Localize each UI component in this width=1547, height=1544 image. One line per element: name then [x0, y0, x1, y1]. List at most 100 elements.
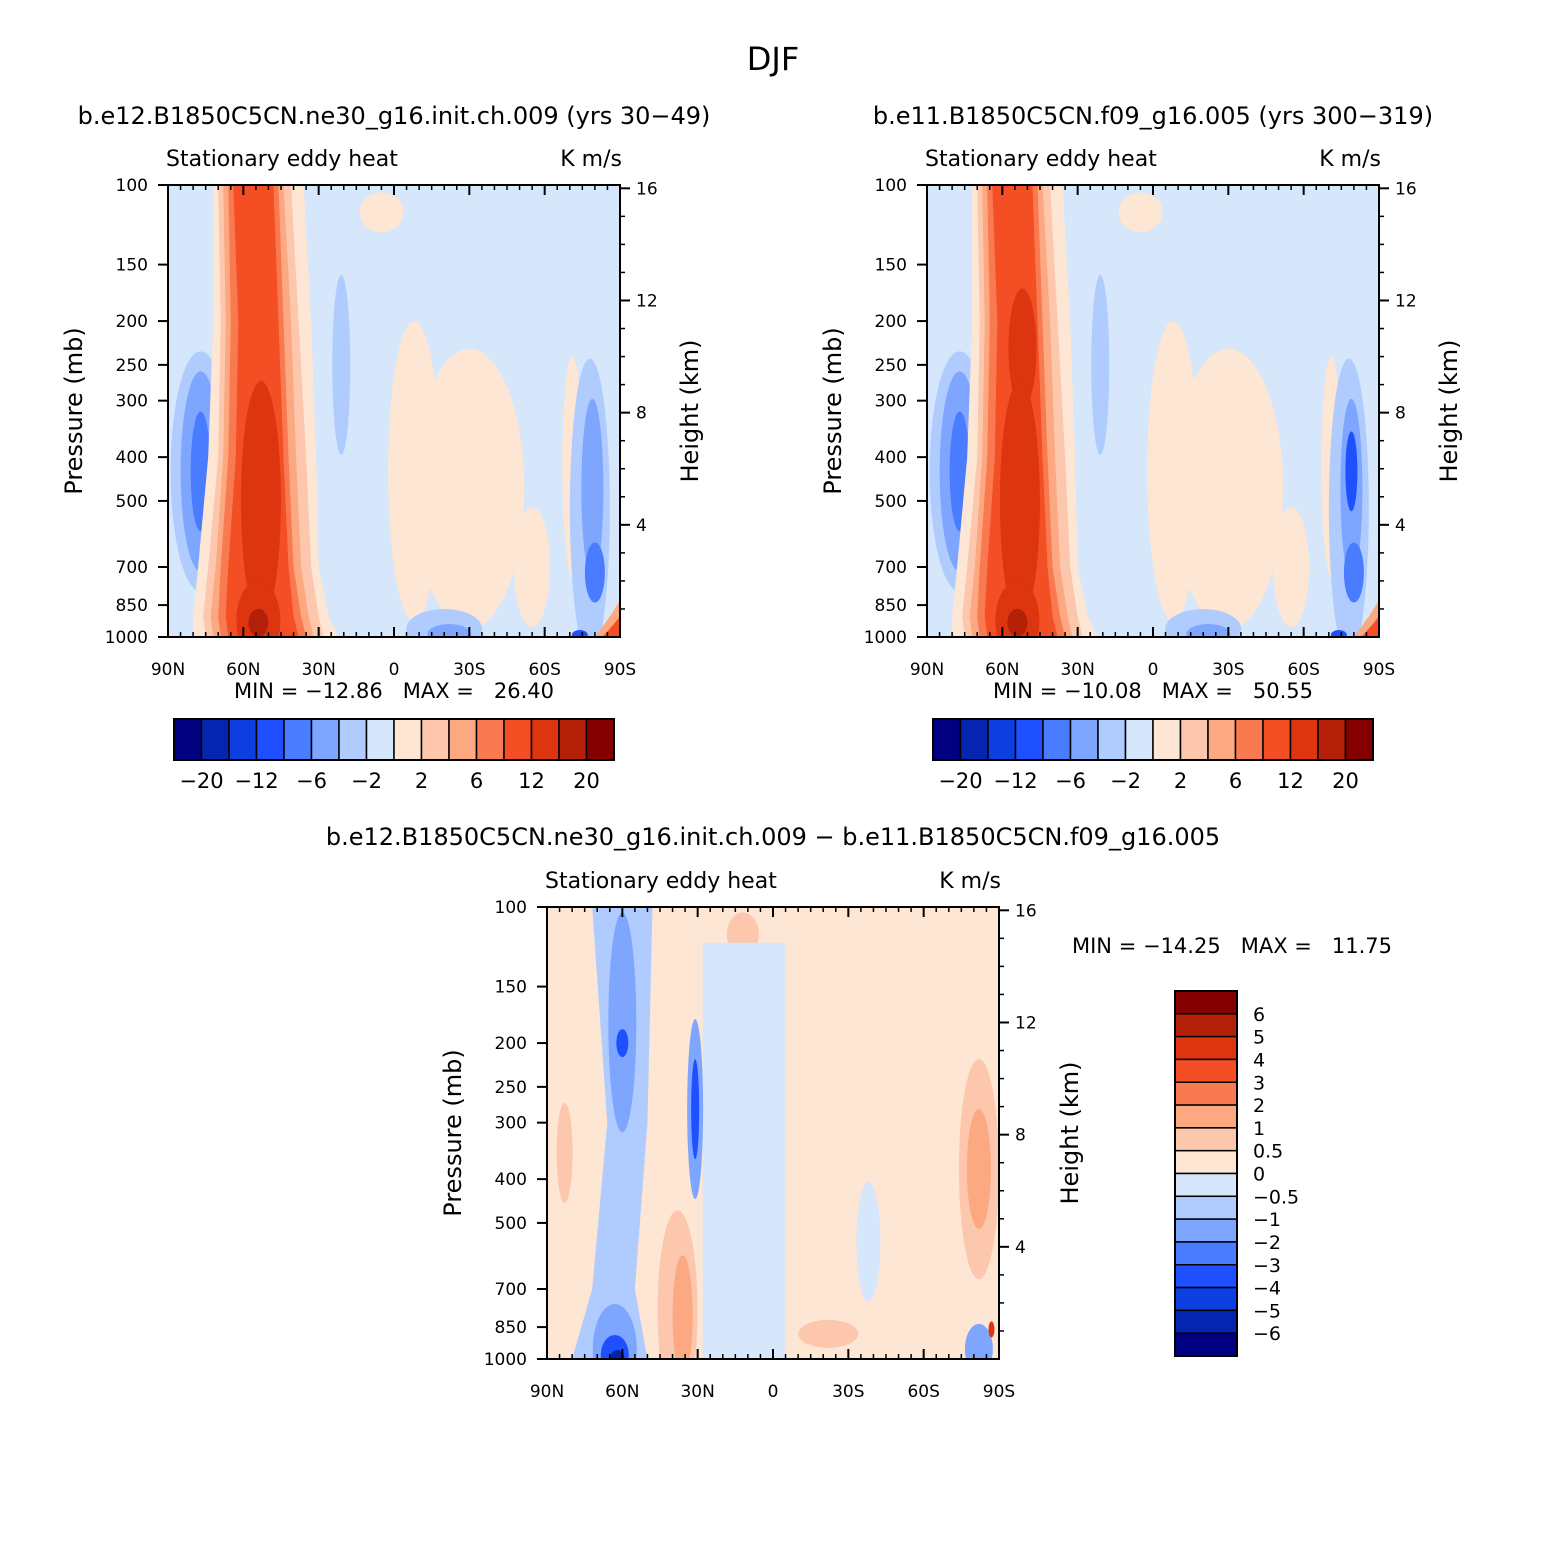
colorbar: −20 −12 −6 −2 2 6 12 20 [932, 718, 1374, 793]
colorbar-label: −0.5 [1253, 1186, 1299, 1208]
colorbar-swatch [1289, 718, 1319, 761]
colorbar-label: −4 [1253, 1278, 1281, 1300]
y-right-axis-label: Height (km) [1056, 1062, 1084, 1205]
colorbar-label: −2 [1253, 1232, 1281, 1254]
colorbar-label: −6 [296, 769, 327, 793]
y-right-tick-label: 12 [1015, 1013, 1037, 1033]
field-label: Stationary eddy heat [545, 869, 777, 894]
contour-band [798, 1319, 859, 1348]
x-tick-label: 90N [530, 1382, 564, 1402]
colorbar-swatch [1317, 718, 1347, 761]
colorbar-label: 5 [1253, 1027, 1265, 1049]
colorbar-swatch [1207, 718, 1237, 761]
colorbar-swatch [1174, 1241, 1238, 1266]
y-right-tick-label: 16 [1395, 179, 1417, 199]
colorbar-label: 6 [470, 769, 483, 793]
y-right-tick-label: 12 [636, 291, 658, 311]
x-tick-label: 60S [907, 1382, 939, 1402]
colorbar-label: 1 [1253, 1118, 1265, 1140]
contour-band [608, 912, 637, 1133]
colorbar-swatch [283, 718, 313, 761]
contour-band [248, 608, 269, 637]
contour-band [1147, 321, 1200, 622]
contour-band [571, 630, 588, 637]
contour-band [240, 380, 281, 621]
y-tick-label: 850 [495, 1318, 527, 1338]
x-tick-label: 60N [226, 660, 260, 680]
colorbar-swatch [1344, 718, 1374, 761]
y-right-tick-label: 4 [1015, 1238, 1026, 1258]
y-tick-label: 250 [875, 356, 907, 376]
y-tick-label: 100 [495, 898, 527, 918]
min-max-text: MIN = −14.25 MAX = 11.75 [1072, 934, 1392, 958]
colorbar-swatch [959, 718, 989, 761]
colorbar-swatch [1174, 1058, 1238, 1083]
contour-band [556, 1102, 573, 1203]
colorbar-label: 2 [1174, 769, 1187, 793]
colorbar-frame [1174, 990, 1238, 1357]
x-tick-label: 60N [985, 660, 1019, 680]
y-tick-label: 500 [875, 492, 907, 512]
contour-band [1008, 288, 1037, 409]
y-tick-label: 150 [116, 256, 148, 276]
colorbar-swatch [228, 718, 258, 761]
panel-difference: b.e12.B1850C5CN.ne30_g16.init.ch.009 − b… [326, 823, 1392, 1402]
contour-band [1345, 431, 1358, 512]
units-label: K m/s [560, 147, 622, 172]
y-axis-label: Pressure (mb) [819, 327, 847, 494]
y-right-tick-label: 16 [1015, 901, 1037, 921]
colorbar-label: −6 [1253, 1323, 1281, 1345]
contour-band [1091, 274, 1110, 455]
field-label: Stationary eddy heat [166, 147, 398, 172]
colorbar-swatch [1014, 718, 1044, 761]
colorbar-swatch [1174, 990, 1238, 1015]
contour-band [1186, 624, 1231, 637]
x-tick-label: 0 [768, 1382, 779, 1402]
colorbar-label: −12 [234, 769, 278, 793]
colorbar-label: 20 [1332, 769, 1359, 793]
contour-band [691, 1059, 700, 1160]
colorbar-swatch [1179, 718, 1209, 761]
colorbar-swatch [255, 718, 285, 761]
y-tick-label: 500 [495, 1214, 527, 1234]
contour-band [856, 1181, 881, 1302]
contour-band [1273, 506, 1310, 627]
x-tick-label: 30N [1060, 660, 1094, 680]
colorbar-swatch [1174, 1172, 1238, 1198]
y-tick-label: 700 [116, 558, 148, 578]
min-max-text: MIN = −10.08 MAX = 50.55 [993, 679, 1313, 703]
axis-ticks: 90N 60N 30N 0 30S 60S 90S 100 150 200 250 300 400 500… [864, 176, 1417, 680]
y-right-tick-label: 12 [1395, 291, 1417, 311]
contour-band [964, 1323, 993, 1359]
contour-band [966, 1109, 991, 1230]
colorbar-label: −20 [938, 769, 982, 793]
contour-band [988, 1321, 995, 1338]
y-right-tick-label: 4 [636, 516, 647, 536]
colorbar-swatch [987, 718, 1017, 761]
y-tick-label: 250 [116, 356, 148, 376]
colorbar: −20 −12 −6 −2 2 6 12 20 [173, 718, 615, 793]
colorbar-label: −6 [1055, 769, 1086, 793]
field-label: Stationary eddy heat [925, 147, 1157, 172]
x-tick-label: 30N [680, 1382, 714, 1402]
y-right-axis-label: Height (km) [1435, 340, 1463, 483]
colorbar-swatch [475, 718, 505, 761]
panel-title: b.e11.B1850C5CN.f09_g16.005 (yrs 300−319… [873, 102, 1433, 130]
colorbar-label: 0 [1253, 1164, 1265, 1186]
x-tick-label: 30S [1212, 660, 1244, 680]
colorbar-label: 0.5 [1253, 1141, 1283, 1163]
y-tick-label: 150 [875, 256, 907, 276]
colorbar-label: −5 [1253, 1300, 1281, 1322]
panel-title: b.e12.B1850C5CN.ne30_g16.init.ch.009 − b… [326, 823, 1220, 851]
colorbar-swatch [393, 718, 423, 761]
y-right-axis-label: Height (km) [676, 340, 704, 483]
colorbar-swatch [1174, 1035, 1238, 1061]
colorbar-label: 12 [1277, 769, 1304, 793]
panel-left: b.e12.B1850C5CN.ne30_g16.init.ch.009 (yr… [60, 102, 710, 793]
colorbar-swatch [1174, 1104, 1238, 1129]
colorbar-swatch [1234, 718, 1264, 761]
contour-band [514, 506, 551, 627]
panel-title: b.e12.B1850C5CN.ne30_g16.init.ch.009 (yr… [78, 102, 711, 130]
colorbar-swatch [420, 718, 450, 761]
